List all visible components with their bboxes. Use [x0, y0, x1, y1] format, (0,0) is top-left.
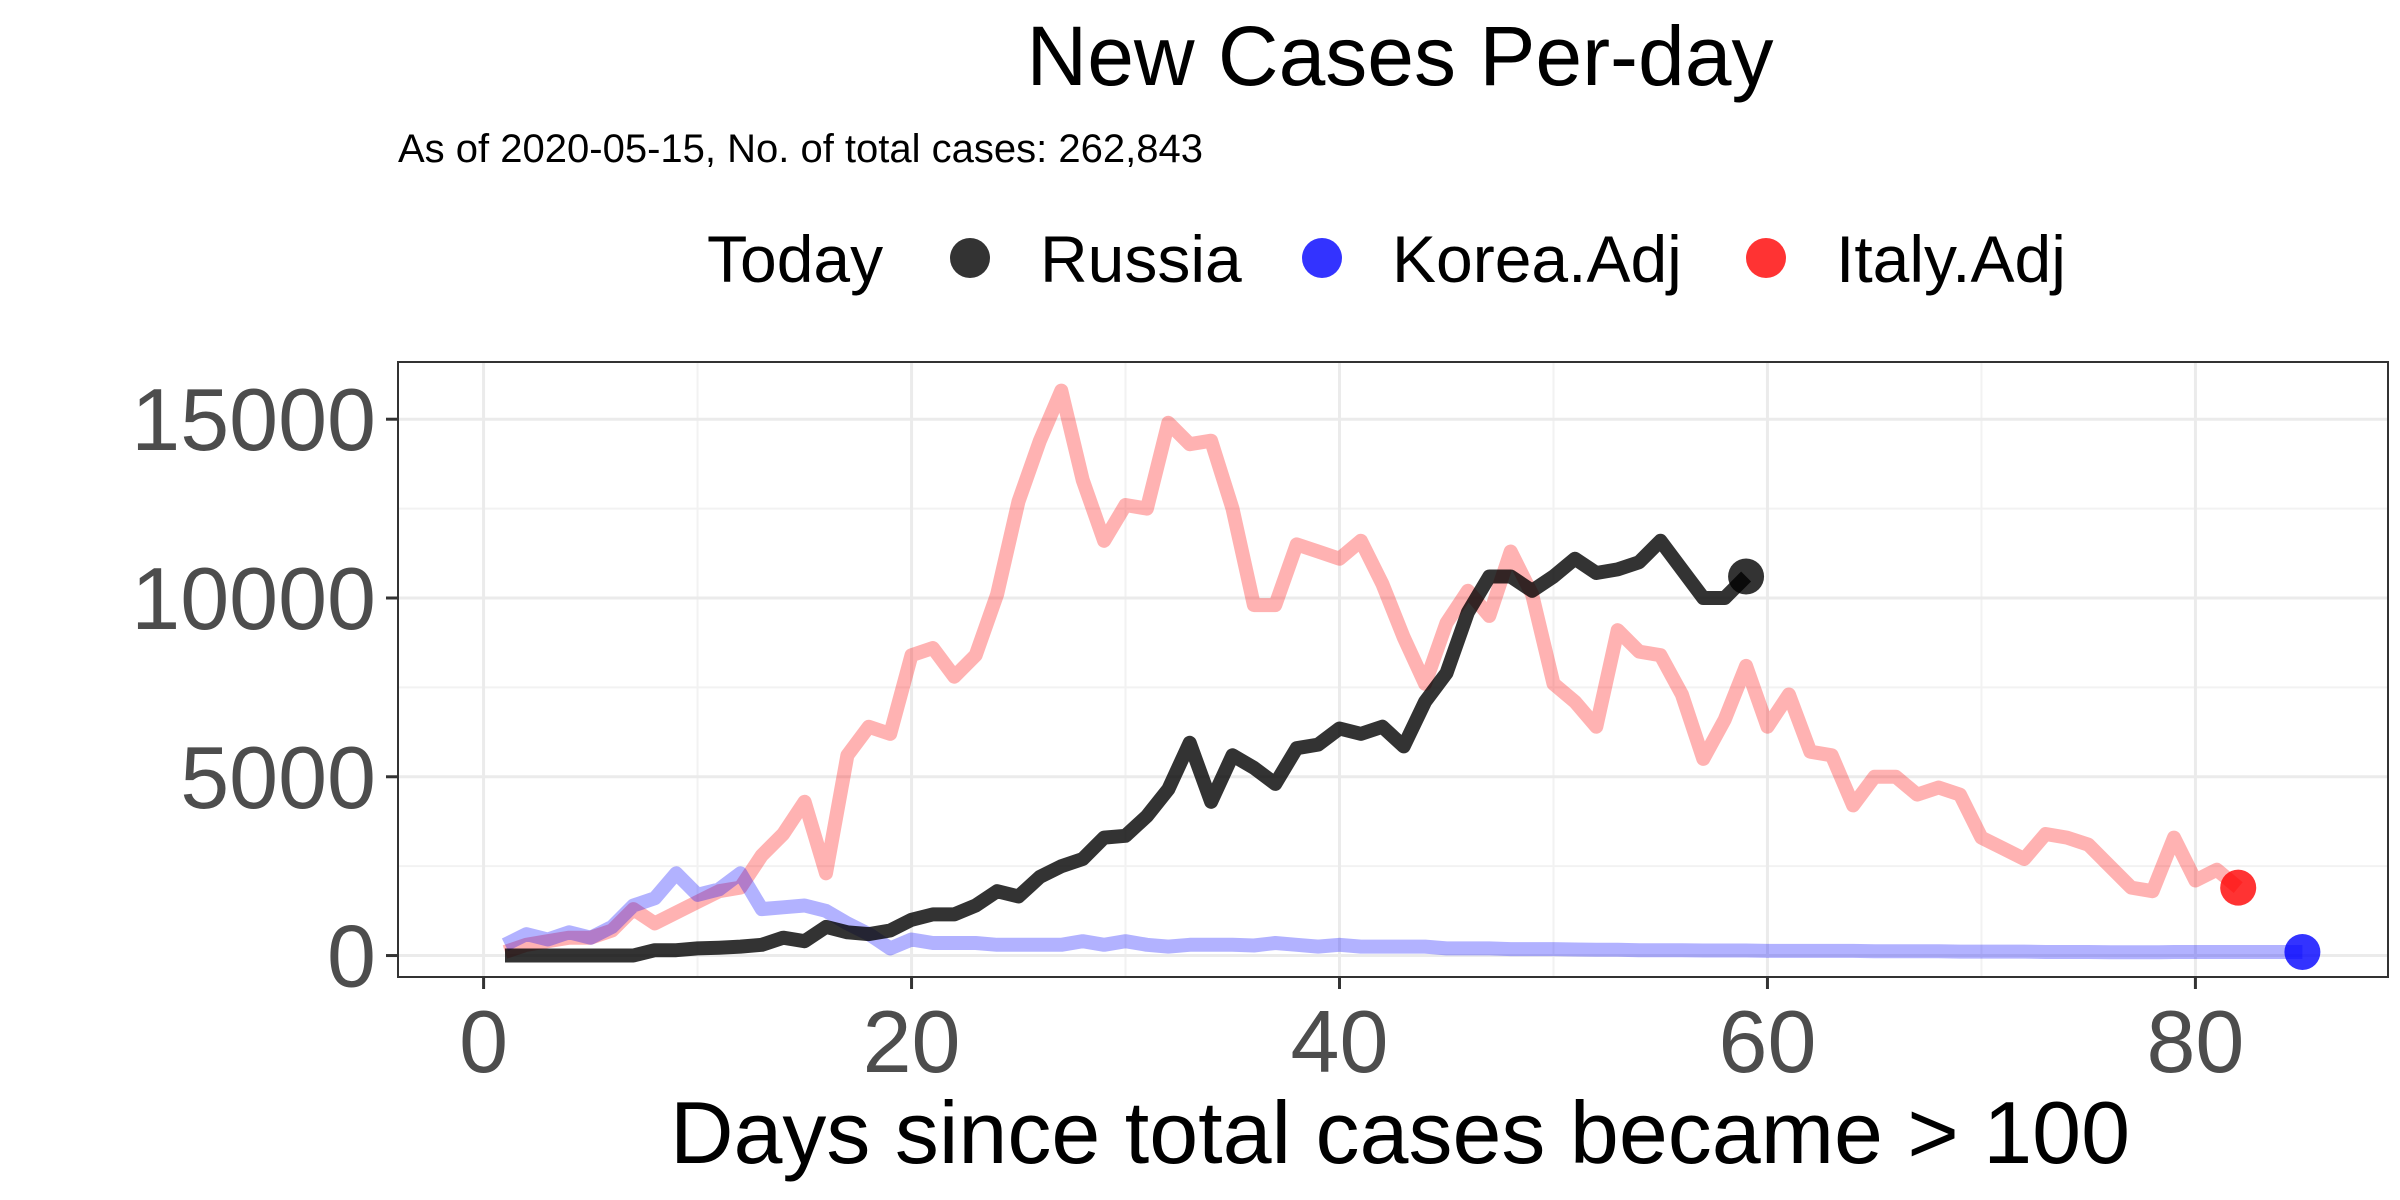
series-line-russia	[505, 533, 1752, 963]
x-tick-label: 20	[863, 992, 961, 1091]
legend-label-korea: Korea.Adj	[1392, 222, 1682, 296]
legend-item-italy: Italy.Adj	[1746, 222, 2066, 296]
today-point-korea-adj	[2284, 933, 2321, 970]
chart-subtitle: As of 2020-05-15, No. of total cases: 26…	[398, 127, 1203, 171]
x-tick-label: 40	[1291, 992, 1389, 1091]
legend-label-russia: Russia	[1040, 222, 1242, 296]
grid-major	[398, 362, 2388, 977]
today-point-italy-adj	[2220, 869, 2257, 906]
legend-key-italy	[1746, 238, 1786, 278]
y-tick-label: 10000	[131, 549, 376, 648]
legend-key-korea	[1302, 238, 1342, 278]
x-tick-label: 60	[1719, 992, 1817, 1091]
y-axis: 0 5000 10000 15000	[131, 370, 398, 1006]
chart-title: New Cases Per-day	[1027, 9, 1774, 103]
y-tick-label: 0	[327, 907, 376, 1006]
legend-item-korea: Korea.Adj	[1302, 222, 1682, 296]
grid-minor	[398, 362, 2388, 977]
y-tick-label: 5000	[180, 728, 376, 827]
legend-label-italy: Italy.Adj	[1836, 222, 2066, 296]
panel-border	[397, 361, 2389, 978]
today-points	[1728, 558, 2321, 970]
legend-title: Today	[707, 222, 883, 296]
y-tick-label: 15000	[131, 370, 376, 469]
series-line-italy-adj	[502, 383, 2243, 959]
legend-key-russia	[950, 238, 990, 278]
legend-item-russia: Russia	[950, 222, 1242, 296]
series-layer	[501, 383, 2303, 963]
x-axis-title: Days since total cases became > 100	[670, 1083, 2130, 1182]
x-axis: 0 20 40 60 80	[459, 977, 2244, 1091]
x-tick-label: 0	[459, 992, 508, 1091]
x-tick-label: 80	[2146, 992, 2244, 1091]
legend: Today Russia Korea.Adj Italy.Adj	[707, 222, 2066, 296]
today-point-russia	[1728, 558, 1765, 595]
series-line-korea-adj	[501, 866, 2303, 960]
